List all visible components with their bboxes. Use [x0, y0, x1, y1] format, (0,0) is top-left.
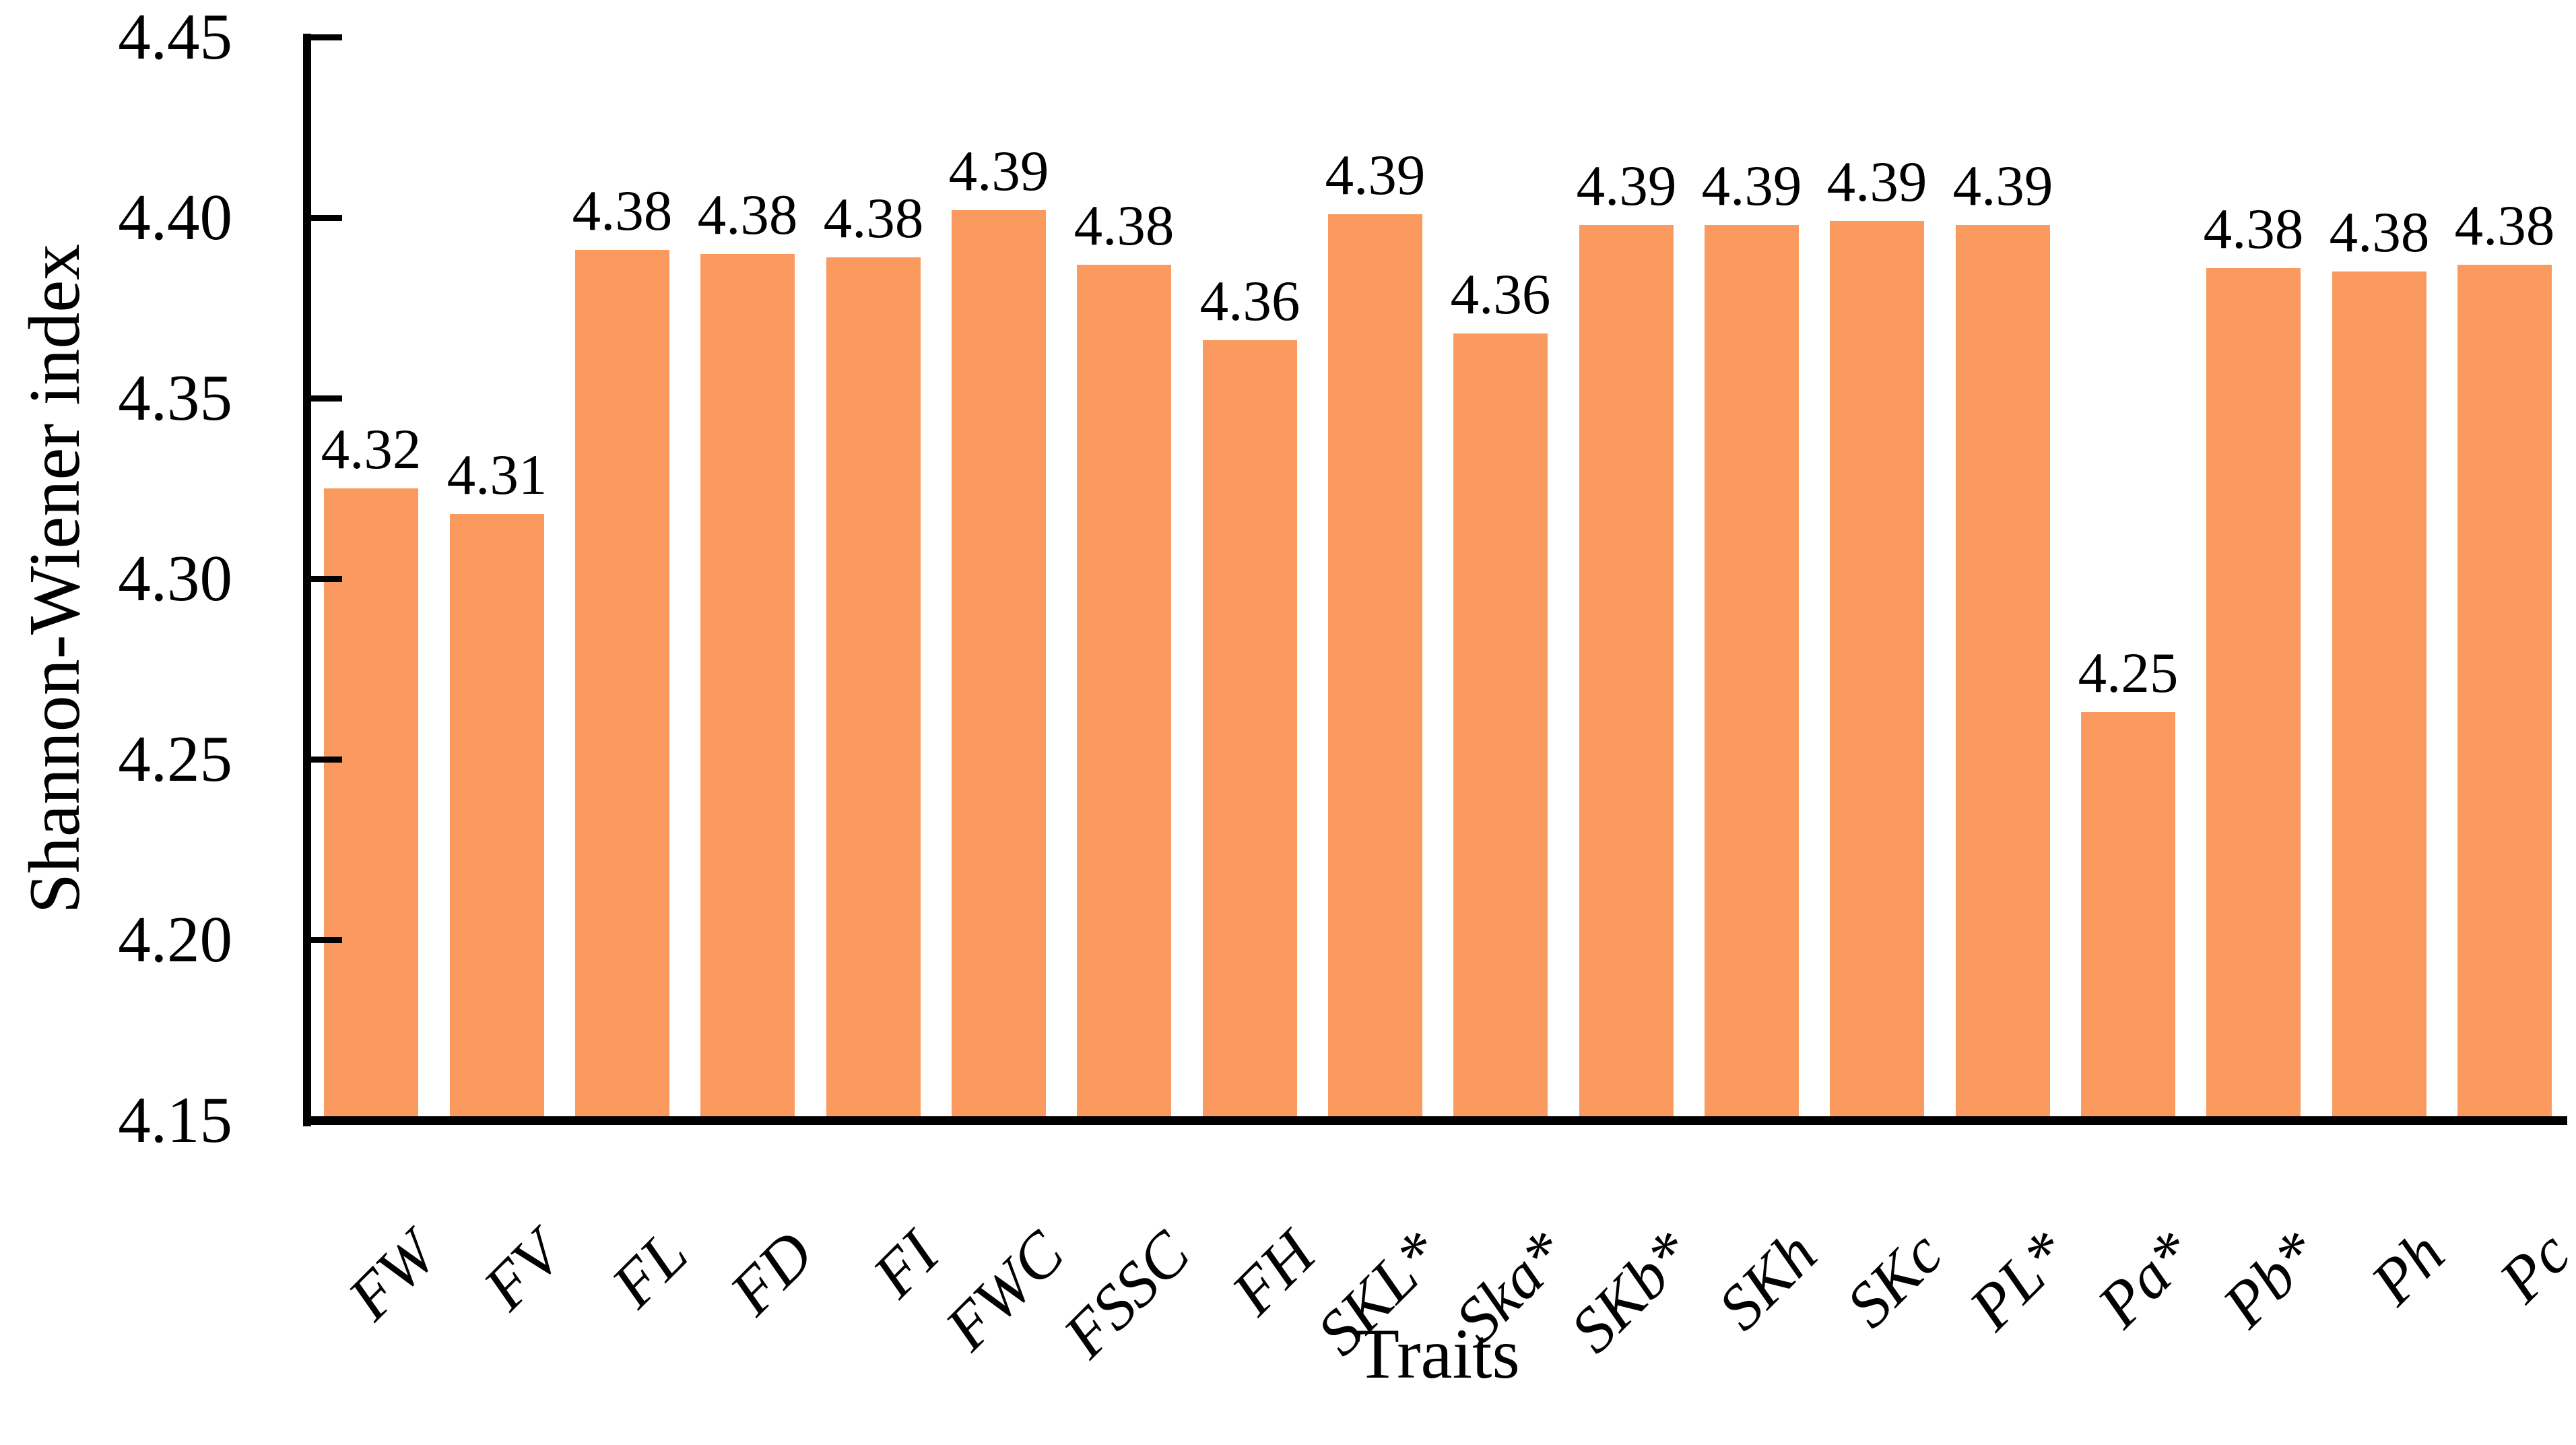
y-axis-tick-mark: [311, 34, 342, 40]
bar-value-label: 4.38: [2203, 197, 2304, 261]
y-tick-label: 4.45: [118, 1, 232, 73]
bar-value-label: 4.31: [447, 443, 548, 507]
x-tick-label: Pa*: [2083, 1217, 2207, 1341]
bar-value-label: 4.39: [948, 139, 1049, 203]
x-tick-label: FW: [334, 1217, 451, 1334]
y-tick-label: 4.30: [118, 542, 232, 614]
x-tick-label: Pc: [2485, 1217, 2576, 1316]
bar: [1203, 340, 1297, 1123]
x-tick-label: FL: [597, 1217, 701, 1321]
bar-value-label: 4.39: [1952, 154, 2053, 218]
y-tick-label: 4.35: [118, 362, 232, 434]
bar-value-label: 4.39: [1325, 143, 1426, 207]
y-axis-tick-mark: [311, 757, 342, 763]
bar-value-label: 4.36: [1450, 263, 1551, 326]
bar: [1453, 333, 1548, 1123]
x-tick-label: Pb*: [2209, 1217, 2333, 1341]
bar-value-label: 4.39: [1576, 154, 1677, 218]
bar: [2457, 265, 2552, 1123]
bar: [952, 210, 1046, 1123]
y-tick-label: 4.15: [118, 1084, 232, 1156]
x-axis-line: [303, 1116, 2567, 1125]
bar-value-label: 4.38: [697, 183, 798, 247]
y-tick-label: 4.20: [118, 903, 232, 975]
bar-value-label: 4.25: [2078, 641, 2179, 705]
bar-value-label: 4.39: [1826, 150, 1927, 214]
y-axis-tick-mark: [311, 395, 342, 402]
bar-value-label: 4.38: [823, 187, 924, 250]
bar-value-label: 4.36: [1199, 269, 1300, 333]
bar: [575, 250, 669, 1123]
y-tick-label: 4.25: [118, 723, 232, 795]
x-tick-label: FV: [469, 1217, 576, 1324]
y-axis-line: [303, 34, 311, 1126]
bar: [1956, 225, 2050, 1123]
bar: [2206, 268, 2301, 1123]
bar: [2332, 271, 2426, 1123]
x-tick-label: FD: [715, 1217, 827, 1328]
bar-value-label: 4.38: [1074, 194, 1175, 257]
bar-value-label: 4.38: [2329, 201, 2430, 264]
x-tick-label: SKc: [1832, 1217, 1956, 1341]
bar: [1705, 225, 1799, 1123]
bar-value-label: 4.39: [1701, 154, 1802, 218]
y-axis-tick-mark: [311, 937, 342, 943]
bar-value-label: 4.32: [321, 418, 422, 481]
bar: [2081, 712, 2175, 1123]
x-tick-label: PL*: [1955, 1217, 2082, 1344]
x-tick-label: FI: [859, 1217, 952, 1311]
bar: [1077, 265, 1171, 1123]
y-axis-tick-mark: [311, 215, 342, 221]
bar: [1830, 221, 1924, 1123]
bar: [1579, 225, 1674, 1123]
x-tick-label: Ph: [2356, 1217, 2458, 1318]
bar: [1328, 214, 1422, 1123]
bar: [324, 488, 418, 1123]
bar: [826, 257, 921, 1123]
x-axis-title: Traits: [1356, 1314, 1520, 1393]
bar-value-label: 4.38: [2454, 194, 2555, 257]
bar-value-label: 4.38: [572, 179, 673, 243]
y-tick-label: 4.40: [118, 181, 232, 253]
bar: [700, 254, 795, 1123]
y-axis-tick-mark: [311, 576, 342, 582]
bar: [450, 514, 544, 1123]
